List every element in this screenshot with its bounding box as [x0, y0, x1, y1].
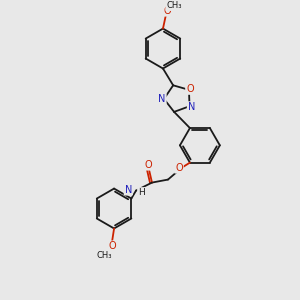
Text: O: O	[144, 160, 152, 170]
Text: O: O	[175, 163, 183, 172]
Text: N: N	[158, 94, 166, 104]
Text: O: O	[108, 242, 116, 251]
Text: O: O	[163, 6, 171, 16]
Text: H: H	[138, 188, 145, 197]
Text: O: O	[186, 84, 194, 94]
Text: CH₃: CH₃	[166, 1, 182, 10]
Text: N: N	[188, 102, 195, 112]
Text: N: N	[125, 184, 132, 195]
Text: CH₃: CH₃	[96, 251, 112, 260]
